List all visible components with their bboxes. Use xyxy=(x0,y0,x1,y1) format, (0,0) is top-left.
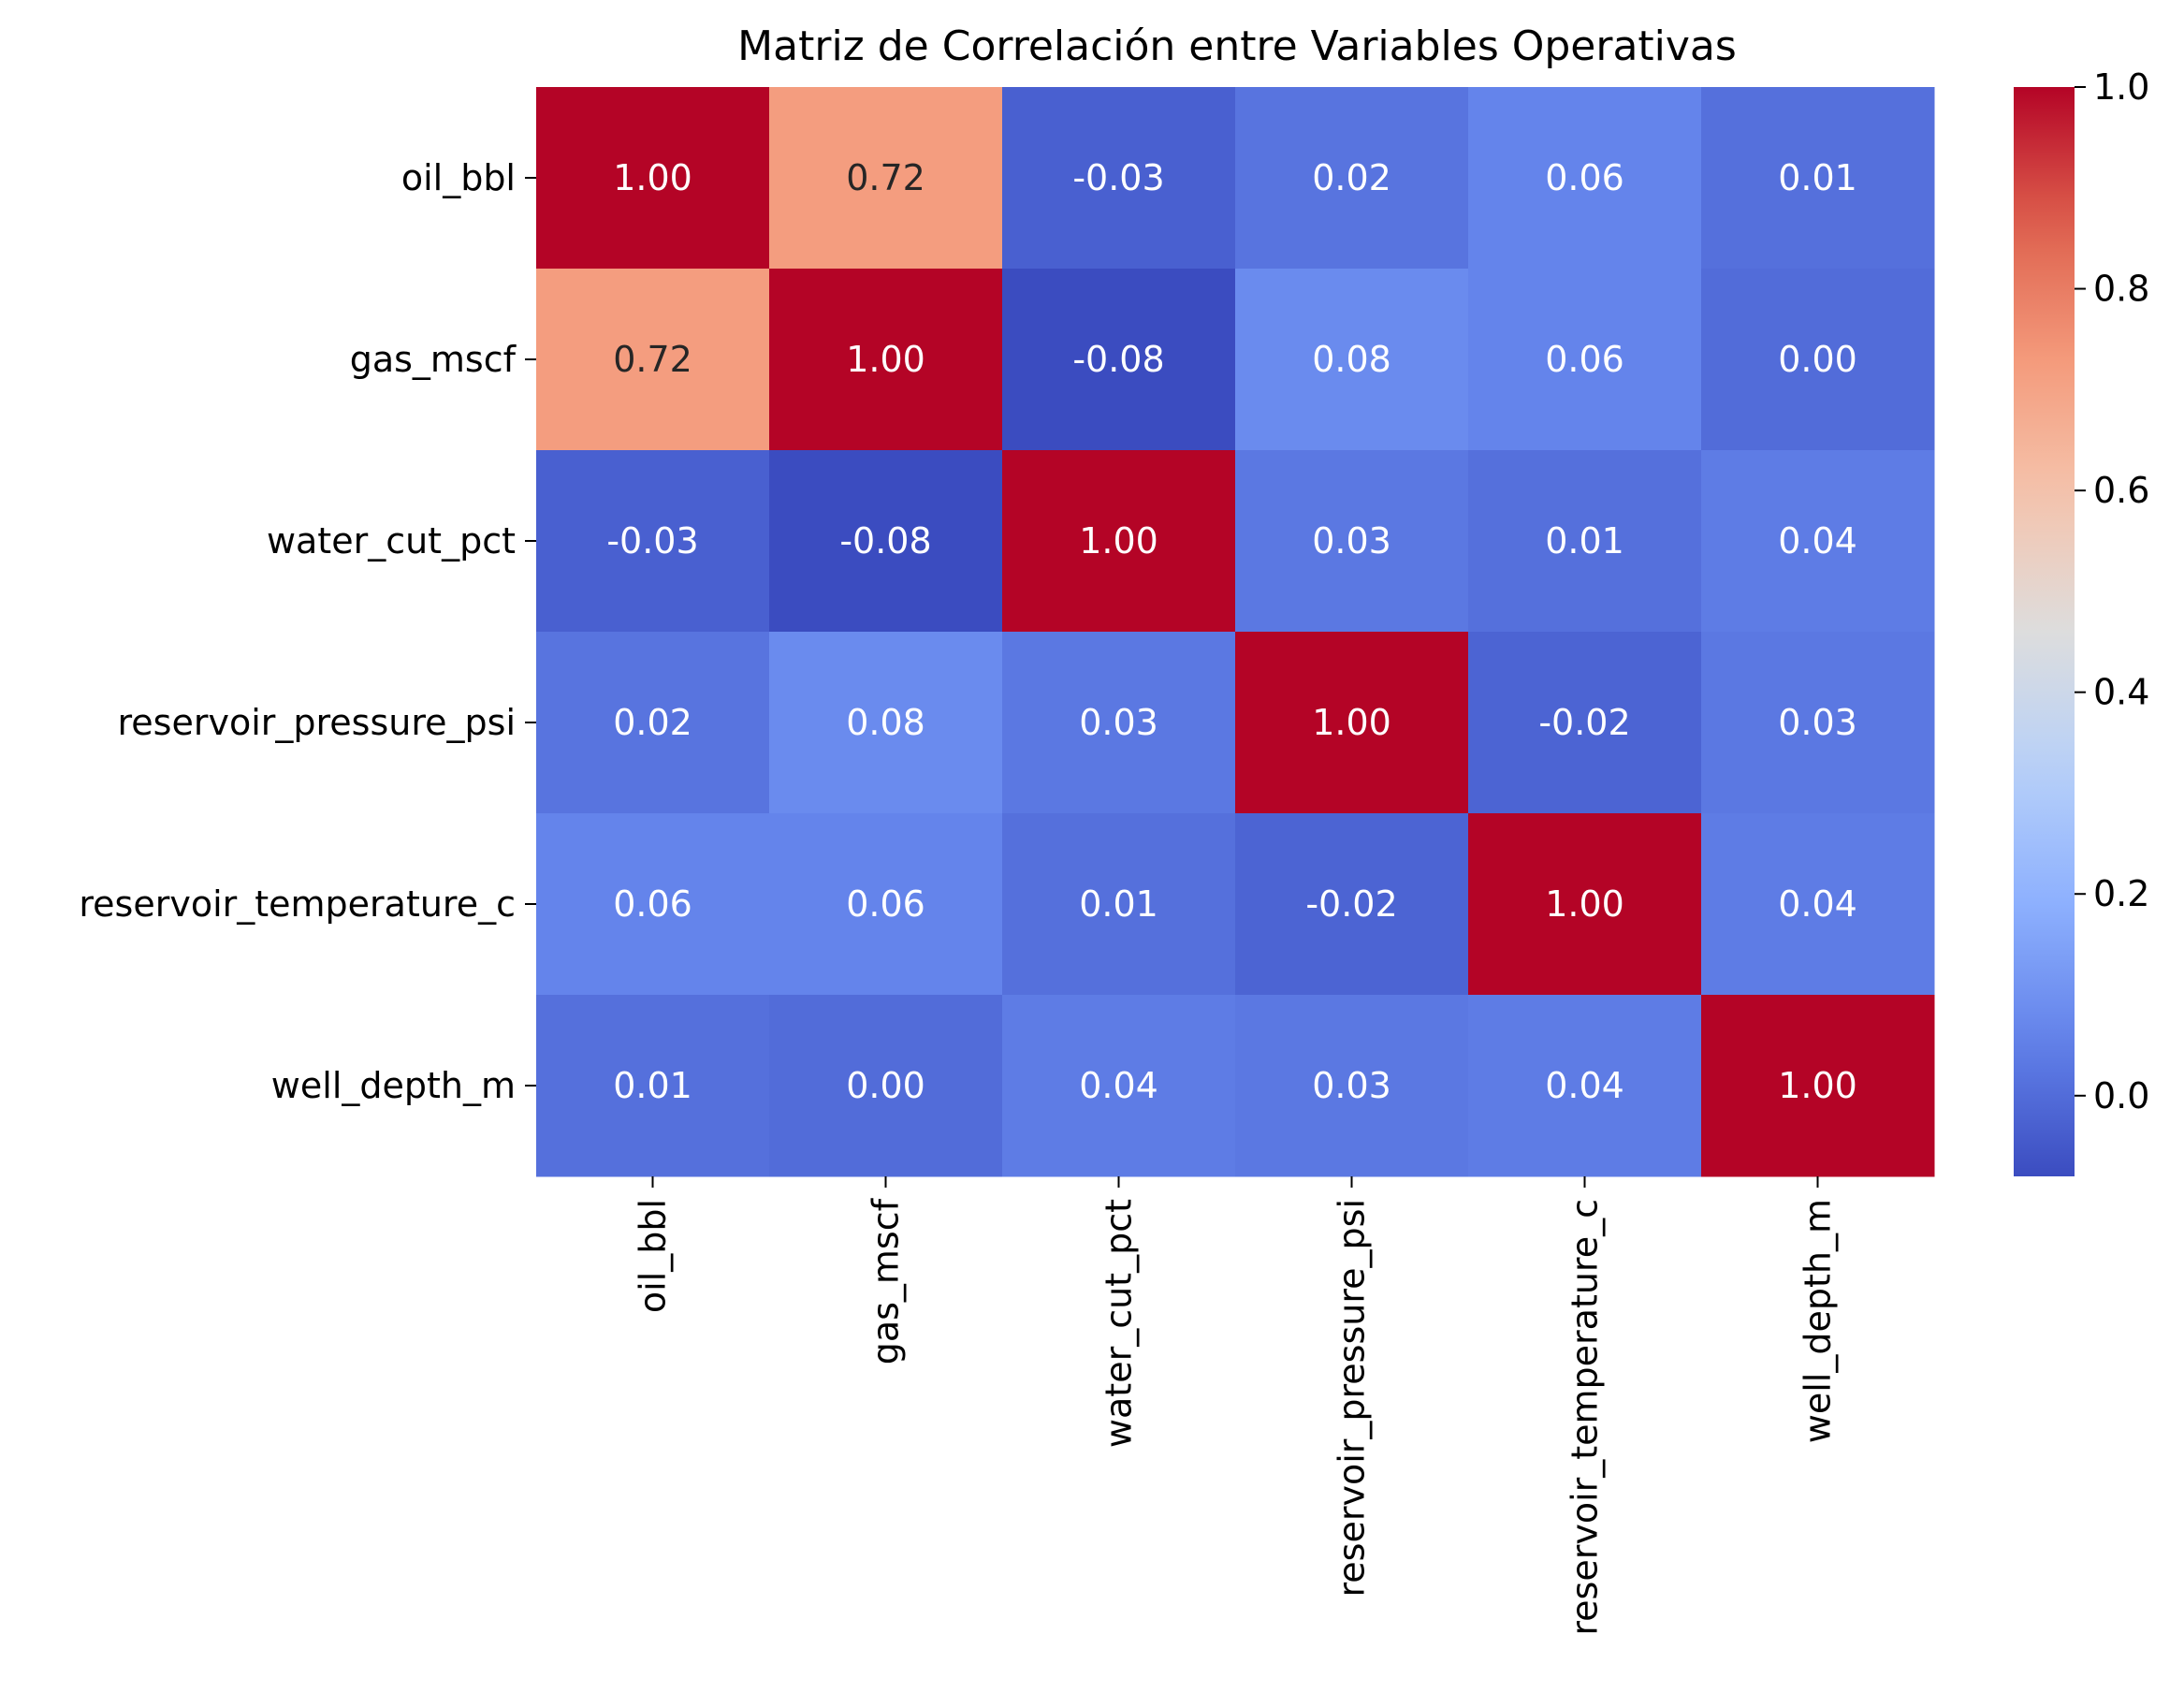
heatmap-cell-4-4 xyxy=(1468,813,1702,996)
heatmap-cell-2-3 xyxy=(1235,450,1469,633)
cell-value-label-4-0: 0.06 xyxy=(613,883,692,925)
y-tick-label-3: reservoir_pressure_psi xyxy=(118,702,517,743)
heatmap-cell-2-5 xyxy=(1701,450,1935,633)
cell-value-label-1-5: 0.00 xyxy=(1778,339,1857,380)
colorbar-tick-label-0: 0.0 xyxy=(2093,1075,2149,1116)
cell-value-label-1-0: 0.72 xyxy=(613,339,692,380)
cell-value-label-0-0: 1.00 xyxy=(613,157,692,198)
y-axis: oil_bbl gas_mscf water_cut_pct reservoir_pr… xyxy=(79,157,536,1106)
heatmap-cell-2-4 xyxy=(1468,450,1702,633)
x-tick-label-1: gas_mscf xyxy=(866,1197,907,1364)
heatmap-cell-3-4 xyxy=(1468,632,1702,814)
cell-value-label-1-3: 0.08 xyxy=(1312,339,1391,380)
cell-value-label-3-3: 1.00 xyxy=(1312,702,1391,743)
heatmap-cell-0-1 xyxy=(769,87,1003,270)
x-tick-label-4: reservoir_temperature_c xyxy=(1565,1199,1606,1636)
cell-value-label-5-0: 0.01 xyxy=(613,1065,692,1106)
cell-value-label-1-4: 0.06 xyxy=(1545,339,1624,380)
colorbar: 0.0 0.2 0.4 0.6 0.8 1.0 xyxy=(2014,66,2149,1176)
heatmap-cell-0-3 xyxy=(1235,87,1469,270)
heatmap-cell-4-5 xyxy=(1701,813,1935,996)
cell-value-label-4-1: 0.06 xyxy=(846,883,925,925)
heatmap-cell-1-5 xyxy=(1701,269,1935,451)
heatmap-cell-0-5 xyxy=(1701,87,1935,270)
chart-title: Matriz de Correlación entre Variables Op… xyxy=(737,22,1737,70)
colorbar-gradient xyxy=(2014,87,2075,1176)
cell-value-label-0-4: 0.06 xyxy=(1545,157,1624,198)
heatmap-cell-2-0 xyxy=(536,450,770,633)
heatmap-cells xyxy=(536,87,1935,1177)
heatmap-cell-1-2 xyxy=(1002,269,1236,451)
heatmap-cell-1-1 xyxy=(769,269,1003,451)
cell-value-label-4-3: -0.02 xyxy=(1305,883,1397,925)
heatmap-cell-5-5 xyxy=(1701,995,1935,1177)
colorbar-tick-label-5: 1.0 xyxy=(2093,66,2149,108)
heatmap-cell-3-1 xyxy=(769,632,1003,814)
heatmap-cell-2-1 xyxy=(769,450,1003,633)
heatmap-cell-4-2 xyxy=(1002,813,1236,996)
heatmap-cell-3-2 xyxy=(1002,632,1236,814)
x-tick-label-2: water_cut_pct xyxy=(1099,1199,1140,1448)
cell-value-label-0-1: 0.72 xyxy=(846,157,925,198)
cell-value-label-5-2: 0.04 xyxy=(1079,1065,1158,1106)
cell-value-label-0-5: 0.01 xyxy=(1778,157,1857,198)
cell-value-label-2-0: -0.03 xyxy=(606,520,698,562)
heatmap-cell-0-0 xyxy=(536,87,770,270)
heatmap-cell-1-4 xyxy=(1468,269,1702,451)
cell-value-label-1-1: 1.00 xyxy=(846,339,925,380)
heatmap-cell-5-1 xyxy=(769,995,1003,1177)
heatmap-cell-1-0 xyxy=(536,269,770,451)
cell-value-label-0-2: -0.03 xyxy=(1072,157,1164,198)
y-tick-label-0: oil_bbl xyxy=(401,157,516,198)
cell-value-label-2-5: 0.04 xyxy=(1778,520,1857,562)
cell-value-label-5-4: 0.04 xyxy=(1545,1065,1624,1106)
heatmap-cell-labels: 1.00 0.72 -0.03 0.02 0.06 0.01 0.72 1.00 -0.08 0.… xyxy=(606,157,1856,1106)
x-tick-label-3: reservoir_pressure_psi xyxy=(1332,1199,1373,1598)
cell-value-label-3-0: 0.02 xyxy=(613,702,692,743)
heatmap-cell-5-2 xyxy=(1002,995,1236,1177)
cell-value-label-2-2: 1.00 xyxy=(1079,520,1158,562)
x-axis: oil_bbl gas_mscf water_cut_pct reservoir_pr… xyxy=(633,1176,1839,1636)
cell-value-label-4-2: 0.01 xyxy=(1079,883,1158,925)
cell-value-label-0-3: 0.02 xyxy=(1312,157,1391,198)
heatmap-cell-3-3 xyxy=(1235,632,1469,814)
cell-value-label-5-3: 0.03 xyxy=(1312,1065,1391,1106)
heatmap-cell-0-4 xyxy=(1468,87,1702,270)
x-tick-label-0: oil_bbl xyxy=(633,1199,674,1313)
heatmap-cell-3-0 xyxy=(536,632,770,814)
heatmap-cell-5-3 xyxy=(1235,995,1469,1177)
colorbar-tick-label-4: 0.8 xyxy=(2093,269,2149,310)
y-tick-label-2: water_cut_pct xyxy=(267,520,516,562)
heatmap-cell-0-2 xyxy=(1002,87,1236,270)
colorbar-tick-label-2: 0.4 xyxy=(2093,672,2149,713)
cell-value-label-1-2: -0.08 xyxy=(1072,339,1164,380)
colorbar-tick-label-1: 0.2 xyxy=(2093,873,2149,914)
heatmap-cell-4-1 xyxy=(769,813,1003,996)
cell-value-label-3-4: -0.02 xyxy=(1538,702,1630,743)
colorbar-tick-label-3: 0.6 xyxy=(2093,470,2149,511)
heatmap-cell-5-0 xyxy=(536,995,770,1177)
cell-value-label-5-1: 0.00 xyxy=(846,1065,925,1106)
y-tick-label-4: reservoir_temperature_c xyxy=(79,883,516,925)
heatmap-cell-3-5 xyxy=(1701,632,1935,814)
cell-value-label-2-3: 0.03 xyxy=(1312,520,1391,562)
cell-value-label-3-1: 0.08 xyxy=(846,702,925,743)
cell-value-label-2-4: 0.01 xyxy=(1545,520,1624,562)
heatmap-cell-4-0 xyxy=(536,813,770,996)
x-tick-label-5: well_depth_m xyxy=(1798,1199,1839,1443)
cell-value-label-3-5: 0.03 xyxy=(1778,702,1857,743)
heatmap-cell-5-4 xyxy=(1468,995,1702,1177)
heatmap-cell-4-3 xyxy=(1235,813,1469,996)
cell-value-label-4-5: 0.04 xyxy=(1778,883,1857,925)
heatmap-cell-1-3 xyxy=(1235,269,1469,451)
cell-value-label-2-1: -0.08 xyxy=(839,520,931,562)
cell-value-label-4-4: 1.00 xyxy=(1545,883,1624,925)
cell-value-label-3-2: 0.03 xyxy=(1079,702,1158,743)
cell-value-label-5-5: 1.00 xyxy=(1778,1065,1857,1106)
y-tick-label-5: well_depth_m xyxy=(271,1065,516,1106)
heatmap-cell-2-2 xyxy=(1002,450,1236,633)
y-tick-label-1: gas_mscf xyxy=(350,339,517,380)
